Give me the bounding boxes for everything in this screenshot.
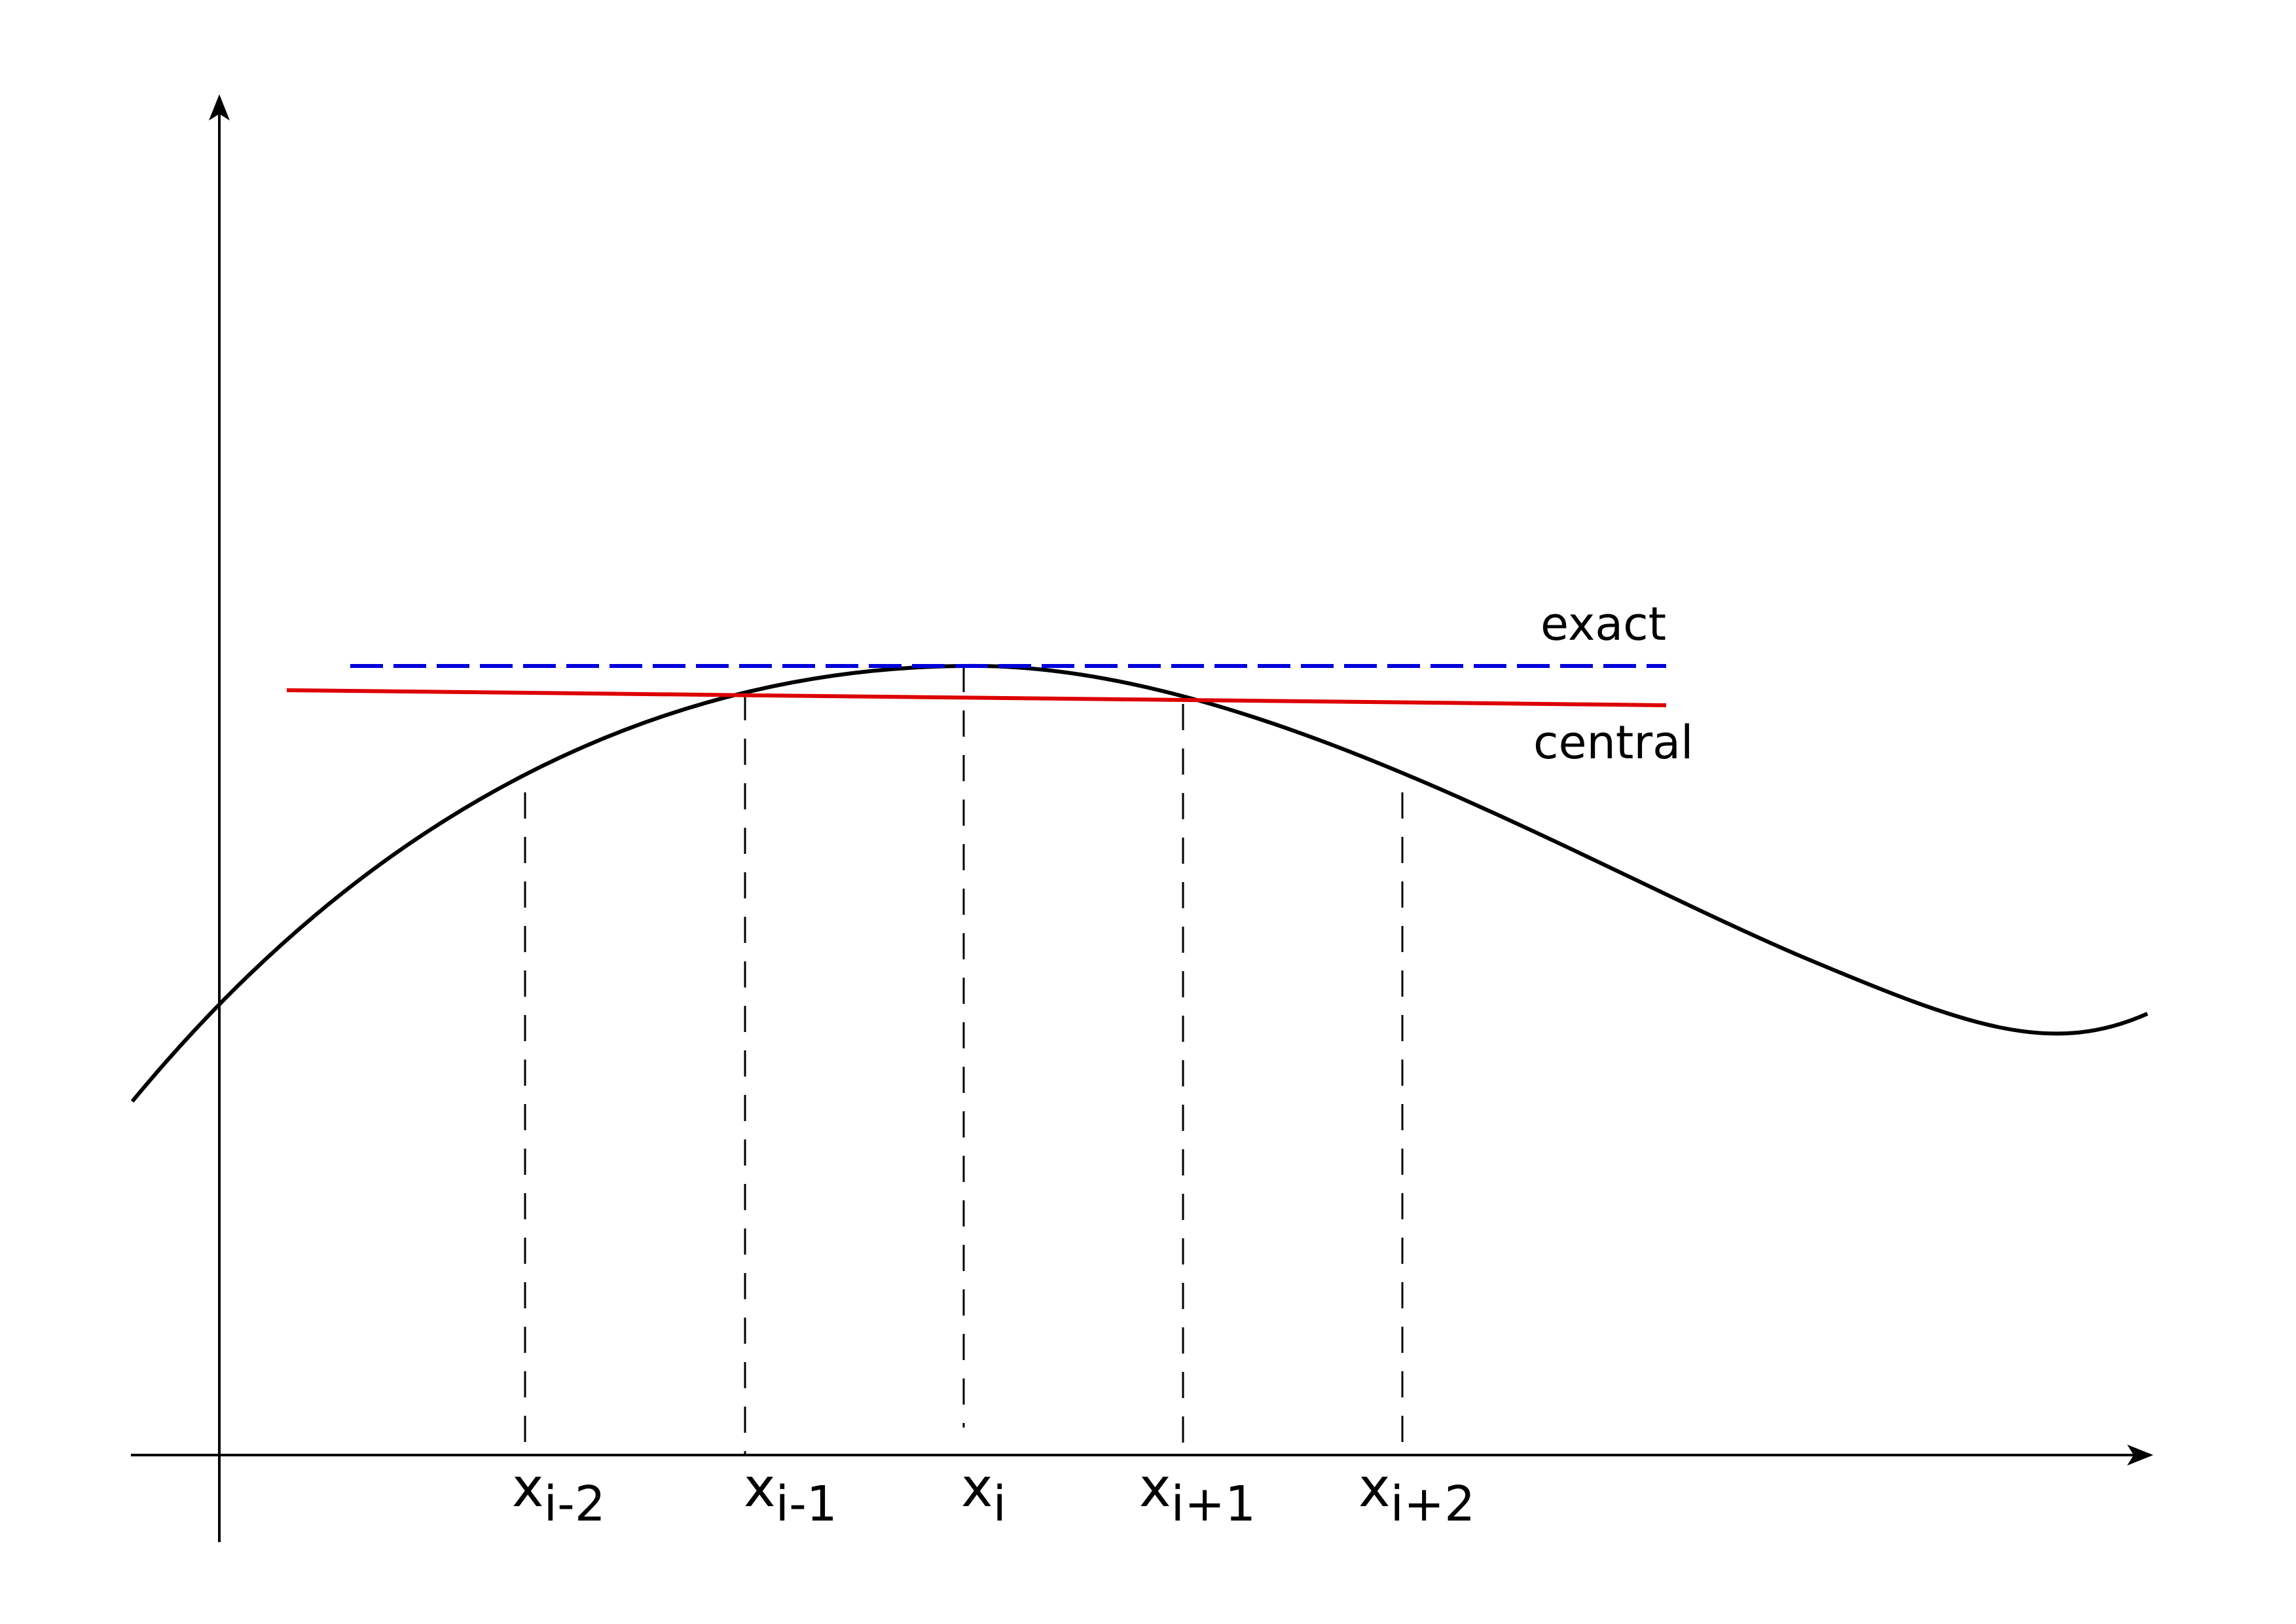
tick-label-x-i: xi: [961, 1457, 1006, 1532]
tick-subscript: i-1: [776, 1476, 837, 1532]
central-label: central: [1533, 716, 1694, 769]
tick-label-x-i-plus-1: xi+1: [1139, 1457, 1256, 1532]
tick-base: x: [961, 1457, 993, 1519]
tick-base: x: [1358, 1457, 1391, 1519]
exact-label: exact: [1540, 597, 1666, 651]
tick-subscript: i: [993, 1476, 1007, 1532]
tick-base: x: [1139, 1457, 1171, 1519]
tick-subscript: i+2: [1391, 1476, 1476, 1532]
tick-label-x-i-plus-2: xi+2: [1358, 1457, 1475, 1532]
tick-label-x-i-minus-2: xi-2: [512, 1457, 606, 1532]
function-curve: [130, 663, 2149, 1103]
tick-label-x-i-minus-1: xi-1: [744, 1457, 837, 1532]
tick-base: x: [512, 1457, 544, 1519]
tick-subscript: i+1: [1171, 1476, 1256, 1532]
tick-base: x: [744, 1457, 776, 1519]
central-difference-line: [286, 688, 1667, 707]
tick-subscript: i-2: [544, 1476, 606, 1532]
